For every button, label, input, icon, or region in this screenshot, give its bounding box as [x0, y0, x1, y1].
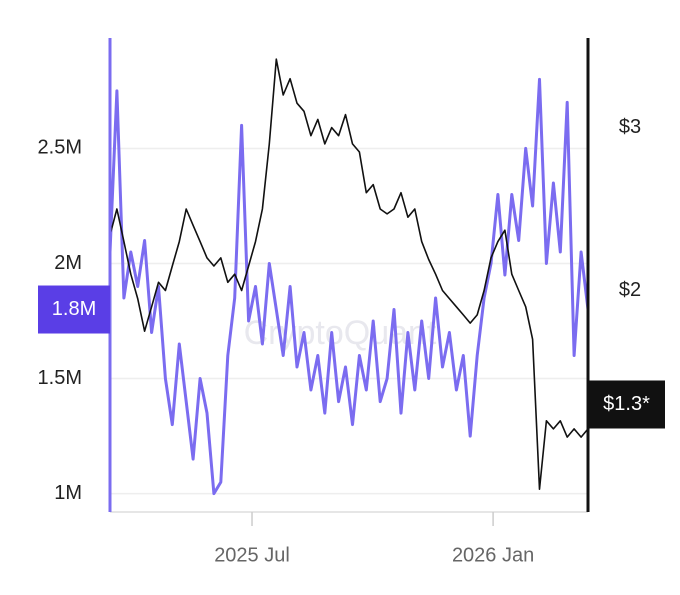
- y-tick-label: 2.5M: [38, 137, 82, 159]
- value-tag-label: $1.3*: [603, 393, 650, 415]
- value-tag-label: 1.8M: [52, 298, 96, 320]
- watermark: CryptoQuant: [244, 314, 437, 352]
- series-line: [109, 58, 589, 490]
- y2-tick-label: $2: [619, 279, 641, 301]
- y-tick-label: 1M: [54, 482, 82, 504]
- y-tick-label: 1.5M: [38, 367, 82, 389]
- y-tick-label: 2M: [54, 252, 82, 274]
- x-tick-label: 2025 Jul: [214, 544, 290, 566]
- series-line: [108, 77, 590, 496]
- y2-tick-label: $3: [619, 116, 641, 138]
- x-tick-label: 2026 Jan: [452, 544, 534, 566]
- value-tag: [38, 285, 110, 334]
- value-tag: [588, 380, 665, 429]
